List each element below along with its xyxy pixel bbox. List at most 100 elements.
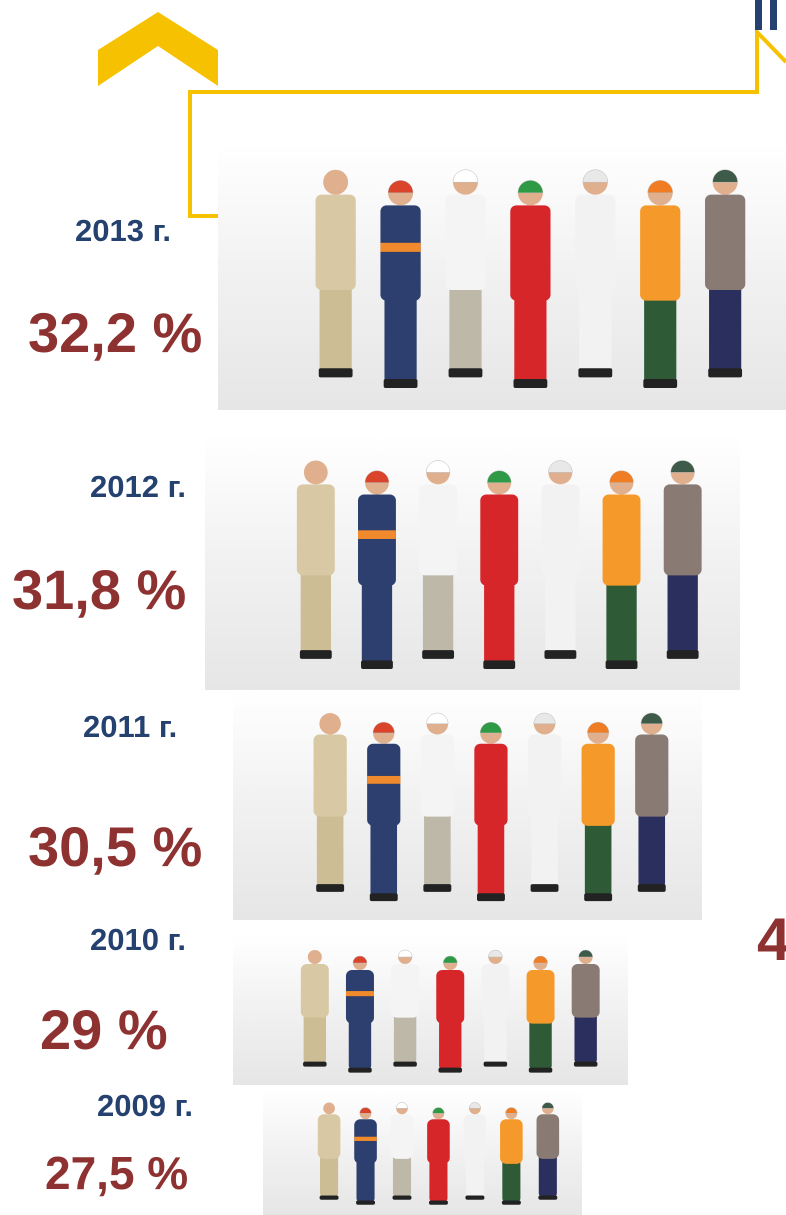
worker-helmet	[359, 1107, 372, 1114]
percent-label: 27,5 %	[45, 1147, 188, 1199]
worker-boot	[528, 1067, 553, 1073]
worker-boot	[573, 1061, 598, 1067]
worker-helmet	[533, 955, 548, 964]
worker-boot	[708, 368, 743, 378]
worker-helmet	[505, 1107, 518, 1114]
worker-figure	[315, 169, 356, 378]
worker-legs	[320, 1148, 339, 1197]
worker-figure	[526, 955, 555, 1073]
worker-boot	[476, 893, 505, 902]
worker-legs	[529, 1011, 552, 1069]
worker-helmet	[442, 955, 458, 964]
worker-helmet	[587, 722, 610, 734]
worker-boot	[438, 1067, 463, 1073]
worker-body	[445, 194, 486, 290]
worker-figure	[390, 1102, 414, 1200]
photo-background	[233, 935, 628, 1085]
worker-figure	[345, 955, 374, 1073]
worker-body	[541, 484, 580, 576]
worker-boot	[319, 1195, 339, 1200]
worker-body	[581, 743, 615, 826]
worker-legs	[384, 279, 417, 382]
worker-legs	[449, 268, 482, 371]
worker-body	[705, 194, 746, 290]
worker-boot	[538, 1195, 558, 1200]
worker-figure	[317, 1102, 341, 1200]
worker-figure	[358, 470, 396, 670]
worker-boot	[393, 1061, 417, 1067]
worker-stripe	[345, 991, 374, 997]
worker-helmet	[670, 460, 695, 473]
worker-helmet	[425, 460, 451, 473]
worker-helmet	[479, 722, 502, 734]
worker-boot	[666, 650, 699, 659]
worker-helmet	[468, 1102, 482, 1109]
worker-legs	[606, 564, 637, 663]
worker-helmet	[533, 712, 556, 725]
worker-body	[635, 734, 669, 817]
worker-helmet	[609, 470, 634, 483]
worker-body	[527, 734, 562, 817]
worker-boot	[422, 650, 455, 659]
worker-boot	[544, 650, 577, 659]
worker-helmet	[487, 470, 512, 483]
worker-helmet	[582, 169, 609, 183]
worker-helmet	[548, 460, 573, 473]
worker-helmet	[578, 949, 593, 958]
percent-label: 31,8 %	[12, 558, 186, 621]
year-label: 2009 г.	[97, 1088, 193, 1123]
worker-figure	[300, 950, 329, 1067]
worker-helmet	[352, 955, 368, 964]
worker-boot	[643, 378, 678, 389]
worker-legs	[424, 798, 451, 887]
worker-body	[640, 205, 681, 301]
percent-label: 29 %	[40, 998, 168, 1061]
worker-figure	[536, 1102, 560, 1200]
photo-background	[233, 690, 702, 920]
worker-body	[526, 970, 555, 1024]
worker-figure	[427, 1107, 450, 1205]
worker-helmet	[426, 712, 449, 725]
worker-figure	[367, 722, 401, 902]
worker-legs	[531, 798, 558, 887]
worker-body	[300, 964, 329, 1018]
worker-body	[463, 1114, 487, 1159]
worker-head	[319, 713, 341, 735]
bracket-line	[188, 27, 786, 218]
worker-body	[391, 964, 420, 1018]
worker-boot	[428, 1200, 448, 1205]
worker-boot	[483, 1061, 508, 1067]
worker-helmet	[372, 722, 395, 734]
worker-figure	[419, 460, 458, 659]
worker-boot	[361, 660, 393, 670]
worker-legs	[638, 798, 666, 887]
worker-figure	[420, 712, 454, 892]
worker-legs	[393, 1005, 417, 1063]
worker-helmet	[452, 169, 479, 183]
worker-body	[427, 1119, 450, 1164]
worker-legs	[422, 554, 454, 653]
year-label: 2011 г.	[83, 709, 177, 744]
year-label: 2013 г.	[75, 213, 171, 248]
worker-body	[358, 494, 396, 586]
worker-body	[663, 484, 702, 576]
worker-boot	[356, 1200, 376, 1205]
worker-legs	[644, 279, 677, 382]
worker-head	[323, 169, 349, 195]
worker-legs	[370, 807, 398, 896]
worker-figure	[527, 712, 562, 892]
worker-boot	[392, 1195, 412, 1200]
worker-body	[354, 1119, 377, 1164]
worker-helmet	[712, 169, 738, 183]
worker-boot	[303, 1061, 327, 1067]
worker-legs	[545, 554, 576, 653]
worker-body	[480, 494, 519, 586]
worker-figure	[481, 949, 510, 1067]
worker-figure	[640, 180, 681, 389]
worker-boot	[423, 884, 452, 892]
percent-label: 32,2 %	[28, 301, 202, 364]
photo-background	[218, 143, 786, 410]
year-label: 2012 г.	[90, 469, 186, 504]
worker-figure	[602, 470, 641, 670]
worker-body	[315, 194, 356, 290]
